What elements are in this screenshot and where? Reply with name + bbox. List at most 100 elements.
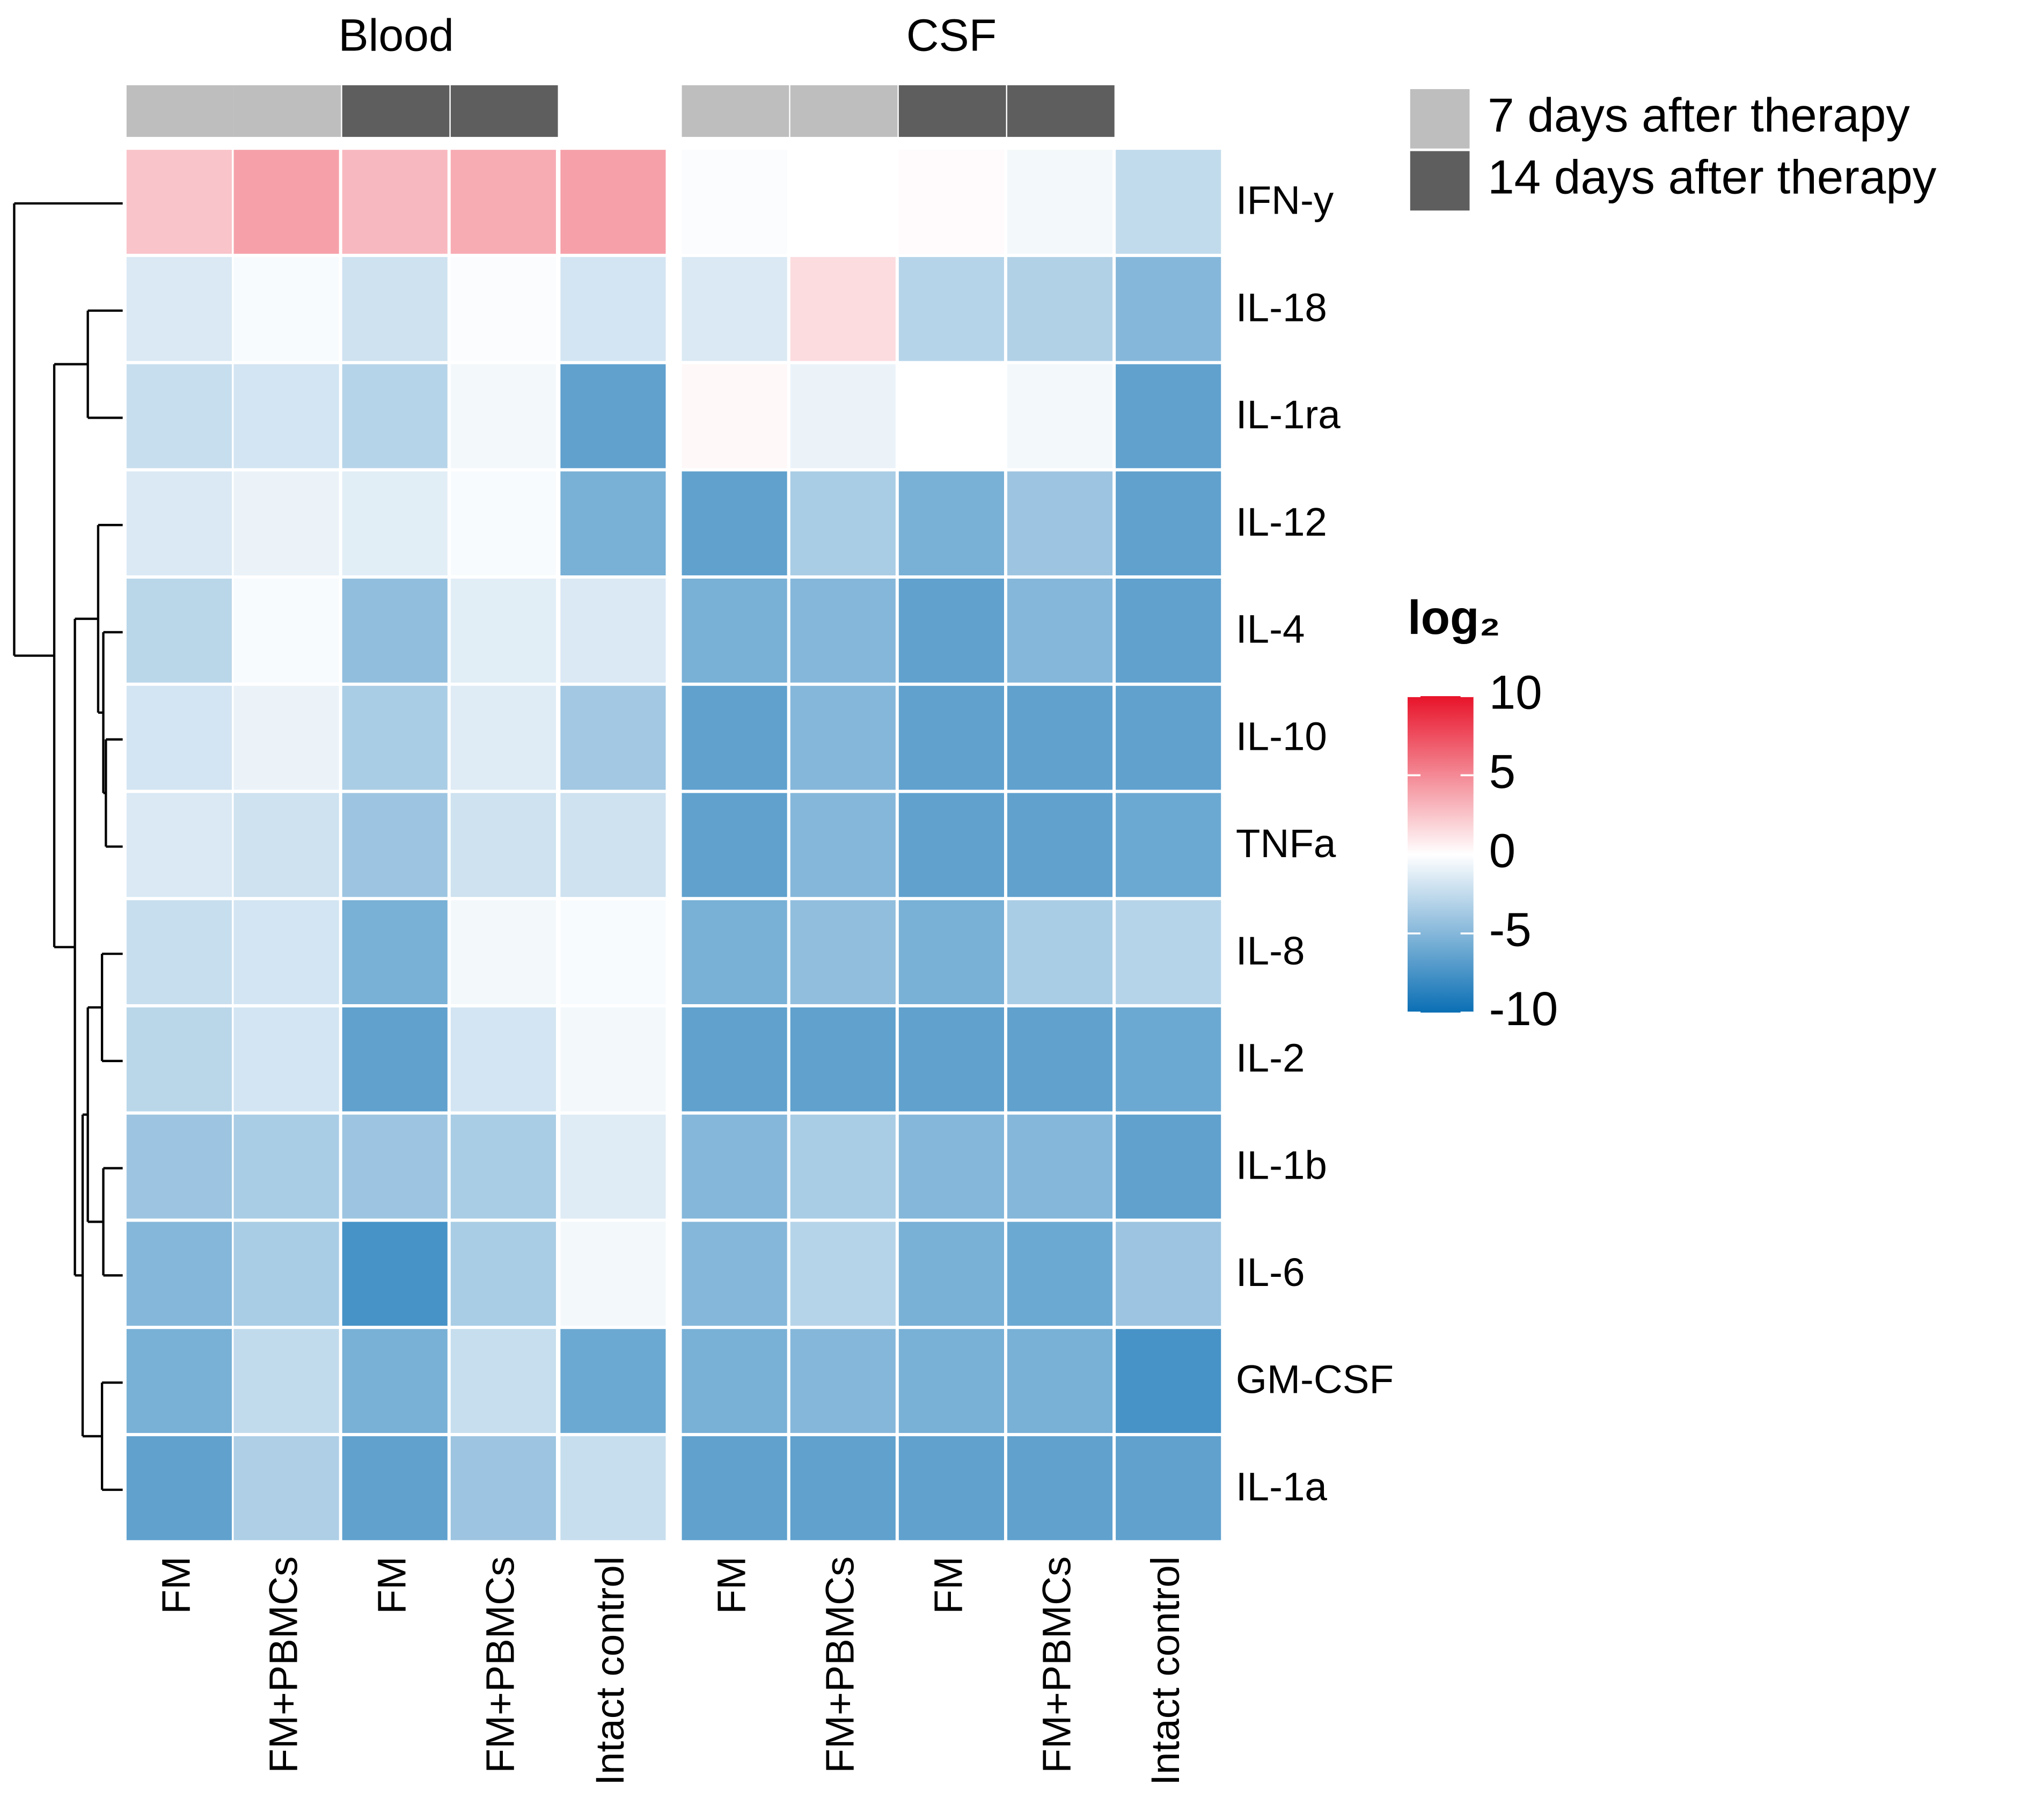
heatmap-cell: [1116, 150, 1221, 254]
annotation-legend-swatch: [1410, 89, 1470, 149]
heatmap-cell: [1007, 685, 1113, 790]
heatmap-cell: [233, 1007, 339, 1112]
heatmap-cell: [450, 1329, 556, 1433]
row-dendrogram: [13, 202, 123, 1491]
heatmap-cell: [682, 900, 787, 1004]
heatmap-cell: [790, 900, 896, 1004]
heatmap-cell: [1116, 900, 1221, 1004]
heatmap-cell: [682, 793, 787, 897]
heatmap-cell: [1007, 471, 1113, 576]
heatmap-cell: [233, 1329, 339, 1433]
heatmap-cell: [450, 471, 556, 576]
heatmap-cell: [126, 257, 232, 361]
heatmap-cell: [898, 364, 1004, 469]
heatmap-cell: [233, 1222, 339, 1326]
colorbar-tick-label: -10: [1489, 982, 1558, 1035]
heatmap-cell: [682, 579, 787, 683]
row-label: IL-2: [1236, 1035, 1305, 1080]
colorbar-title: log₂: [1408, 590, 1500, 644]
row-label: IL-10: [1236, 713, 1327, 758]
heatmap-cell: [790, 1436, 896, 1540]
annotation-bar: [126, 85, 1115, 137]
heatmap-cell: [1007, 900, 1113, 1004]
heatmap-cell: [1007, 1114, 1113, 1219]
row-label: IL-4: [1236, 606, 1305, 652]
heatmap-cell: [342, 1329, 448, 1433]
heatmap-cell: [342, 1114, 448, 1219]
heatmap-cell: [898, 1114, 1004, 1219]
heatmap-cell: [790, 1114, 896, 1219]
row-label: IL-1b: [1236, 1142, 1327, 1187]
heatmap-cell: [1007, 364, 1113, 469]
heatmap-cell: [682, 1114, 787, 1219]
column-label: FM: [708, 1556, 753, 1614]
heatmap-cell: [682, 257, 787, 361]
row-labels: IFN-y IL-18 IL-1ra IL-12 IL-4 IL-10 TNFa IL-8 IL…: [1236, 178, 1394, 1509]
heatmap-cell: [342, 900, 448, 1004]
heatmap-cell: [342, 685, 448, 790]
heatmap-cell: [126, 471, 232, 576]
row-label: GM-CSF: [1236, 1357, 1394, 1402]
heatmap-cell: [682, 471, 787, 576]
heatmap-cell: [1007, 579, 1113, 683]
heatmap-cell: [1007, 150, 1113, 254]
column-label: FM: [153, 1556, 199, 1614]
heatmap-cell: [898, 900, 1004, 1004]
heatmap-cell: [342, 364, 448, 469]
heatmap-cell: [450, 1222, 556, 1326]
heatmap-cell: [560, 579, 666, 683]
annotation-cell: [1007, 85, 1115, 137]
heatmap-cell: [233, 900, 339, 1004]
heatmap-cell: [560, 150, 666, 254]
group-titles: Blood CSF: [338, 10, 997, 60]
heatmap-cell: [126, 1007, 232, 1112]
row-label: IL-1ra: [1236, 392, 1341, 437]
heatmap-cell: [1116, 685, 1221, 790]
heatmap-cell: [790, 685, 896, 790]
column-label: FM+PBMCs: [817, 1556, 862, 1773]
heatmap-cell: [560, 1329, 666, 1433]
heatmap-cell: [898, 471, 1004, 576]
heatmap-cell: [450, 1114, 556, 1219]
heatmap-cell: [790, 579, 896, 683]
heatmap-cell: [790, 150, 896, 254]
column-label: Intact control: [1143, 1556, 1188, 1786]
heatmap-cell: [450, 793, 556, 897]
heatmap-cell: [898, 793, 1004, 897]
colorbar-tick-label: 10: [1489, 666, 1542, 719]
annotation-cell: [450, 85, 558, 137]
heatmap-cell: [1007, 1222, 1113, 1326]
heatmap-cell: [126, 793, 232, 897]
heatmap-cell: [1116, 793, 1221, 897]
heatmap-cell: [790, 257, 896, 361]
heatmap-cell: [560, 471, 666, 576]
heatmap-cell: [1116, 1222, 1221, 1326]
heatmap-cell: [233, 1436, 339, 1540]
heatmap-cell: [450, 900, 556, 1004]
heatmap-cell: [342, 1436, 448, 1540]
heatmap-cell: [1007, 1329, 1113, 1433]
annotation-cell: [898, 85, 1006, 137]
heatmap-cell: [682, 1007, 787, 1112]
heatmap-cell: [342, 471, 448, 576]
heatmap-cell: [790, 793, 896, 897]
heatmap-cell: [682, 1436, 787, 1540]
group-title: Blood: [338, 10, 453, 60]
colorbar-legend: log₂ 10 5 0 -5 -10: [1407, 590, 1558, 1035]
heatmap-cell: [233, 1114, 339, 1219]
heatmap-cells: [126, 150, 1221, 1540]
heatmap-cell: [790, 364, 896, 469]
heatmap-cell: [682, 685, 787, 790]
heatmap-cell: [342, 579, 448, 683]
heatmap-cell: [1007, 257, 1113, 361]
annotation-legend: 7 days after therapy 14 days after therap…: [1410, 88, 1937, 211]
heatmap-cell: [898, 1436, 1004, 1540]
heatmap-cell: [233, 471, 339, 576]
heatmap-cell: [682, 1329, 787, 1433]
heatmap-cell: [898, 1007, 1004, 1112]
heatmap-cell: [450, 685, 556, 790]
heatmap-cell: [560, 257, 666, 361]
heatmap-cell: [1116, 1114, 1221, 1219]
heatmap-cell: [126, 1329, 232, 1433]
